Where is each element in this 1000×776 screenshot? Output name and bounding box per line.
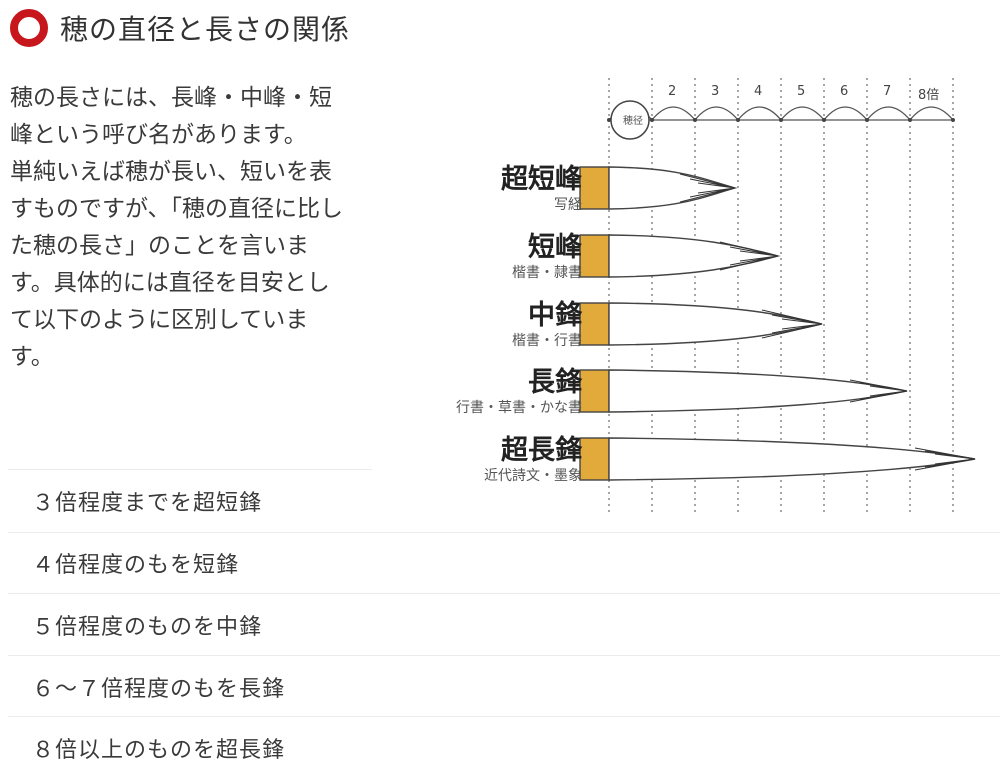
scale-gridlines (608, 78, 954, 512)
divider (8, 532, 1000, 533)
brush-use: 近代詩文・墨象 (484, 468, 582, 484)
brush-name: 超短峰 (501, 164, 582, 195)
scale-label: 2 (668, 84, 677, 99)
brush-use: 楷書・行書 (512, 333, 582, 349)
brush-name: 短峰 (528, 232, 582, 263)
divider (8, 716, 1000, 717)
list-item: ８倍以上のものを超長鋒 (32, 738, 286, 763)
brush-label: 短峰 楷書・隷書 (512, 232, 582, 282)
brush-use: 行書・草書・かな書 (456, 400, 582, 416)
intro-paragraph: 単純いえば穂が長い、短いを表すものですが、「穂の直径に比した穂の長さ」のことを言… (10, 159, 344, 370)
diameter-label: 穂径 (623, 116, 643, 127)
scale-label: 4 (754, 84, 763, 99)
divider (8, 469, 372, 470)
brush-name: 長鋒 (528, 367, 582, 398)
divider (8, 593, 1000, 594)
scale-label: 3 (711, 84, 720, 99)
brush-name: 中鋒 (528, 300, 582, 331)
brush-label: 超長鋒 近代詩文・墨象 (484, 435, 582, 485)
brush-name: 超長鋒 (501, 435, 582, 466)
diagram-graphic (579, 78, 976, 512)
red-circle-icon (10, 9, 48, 47)
list-item: ４倍程度のもを短鋒 (32, 553, 240, 578)
scale-label: 7 (883, 84, 892, 99)
brush-label: 長鋒 行書・草書・かな書 (456, 367, 582, 417)
scale-label: 6 (840, 84, 849, 99)
divider (8, 655, 1000, 656)
diameter-circle (610, 100, 650, 140)
brush-label: 超短峰 写経 (501, 164, 582, 214)
page-title: 穂の直径と長さの関係 (60, 13, 351, 46)
scale-label: 5 (797, 84, 806, 99)
brush-use: 写経 (554, 197, 582, 213)
list-item: ５倍程度のものを中鋒 (32, 615, 263, 640)
scale-label: 8倍 (918, 88, 940, 103)
intro-text: 穂の長さには、長峰・中峰・短峰という呼び名があります。 単純いえば穂が長い、短い… (10, 80, 350, 376)
brush-length-diagram: 穂径 2 3 4 5 6 7 8倍 超短峰 写経 短峰 楷書・隷書 中鋒 楷書・… (380, 70, 1000, 520)
intro-paragraph: 穂の長さには、長峰・中峰・短峰という呼び名があります。 (10, 85, 332, 148)
list-item: ３倍程度までを超短鋒 (32, 491, 263, 516)
page-header: 穂の直径と長さの関係 (10, 8, 350, 48)
brush-label: 中鋒 楷書・行書 (512, 300, 582, 350)
list-item: ６～７倍程度のもを長鋒 (32, 677, 286, 702)
brush-use: 楷書・隷書 (512, 265, 582, 281)
brush-shapes (579, 166, 976, 481)
